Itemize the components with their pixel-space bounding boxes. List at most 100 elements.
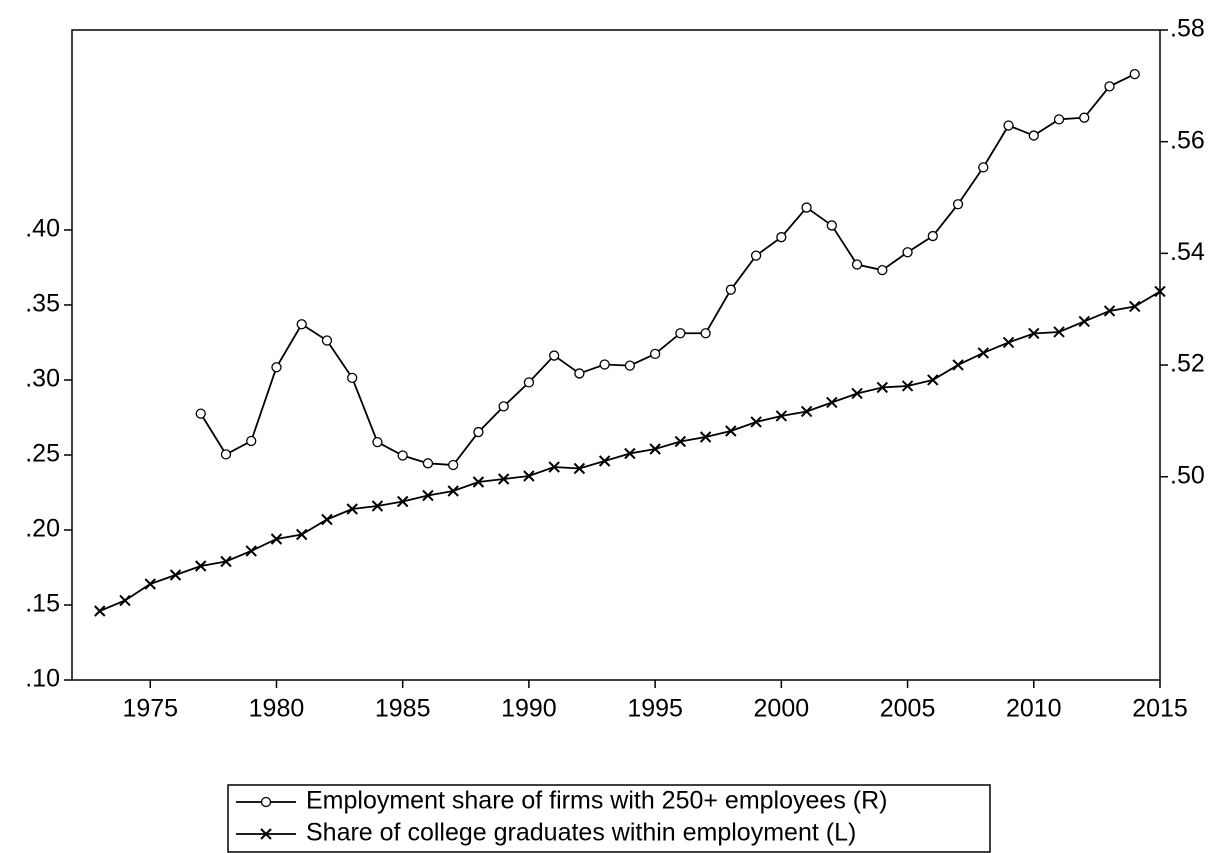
point [245, 545, 257, 557]
point [750, 250, 762, 261]
point [371, 500, 384, 512]
point [347, 372, 358, 384]
point [195, 560, 207, 572]
point [1028, 327, 1040, 340]
point [1103, 305, 1116, 317]
point-cross [952, 359, 964, 371]
point [1028, 130, 1039, 141]
point [826, 396, 838, 409]
point [220, 555, 232, 568]
point-cross [699, 431, 712, 443]
x-tick-label: 1985 [375, 695, 431, 723]
x-tick-label: 1995 [627, 695, 683, 723]
point [422, 489, 434, 502]
x-tick-label: 2010 [1006, 695, 1062, 723]
point-cross [1028, 327, 1040, 340]
point [321, 335, 333, 346]
point-cross [1078, 315, 1090, 328]
point-cross [725, 425, 737, 437]
point [119, 594, 131, 607]
point [801, 202, 812, 213]
point [523, 470, 535, 482]
point-cross [1002, 336, 1015, 349]
point [1154, 285, 1166, 298]
point-cross [826, 396, 838, 409]
y2-tick-label: .56 [1170, 126, 1205, 154]
point-cross [927, 374, 939, 386]
point-cross [876, 381, 889, 394]
point-cross [119, 594, 131, 607]
point [800, 405, 813, 418]
point [448, 459, 459, 471]
point-cross [1103, 305, 1116, 317]
y-tick-label: .35 [25, 290, 60, 318]
point [169, 569, 182, 581]
point-cross [270, 533, 283, 545]
point-cross [851, 387, 863, 400]
point-cross [750, 416, 762, 428]
y2-tick-label: .52 [1170, 350, 1205, 378]
point [497, 473, 510, 485]
point-cross [245, 545, 257, 557]
point-cross [396, 495, 409, 508]
point [1129, 300, 1141, 313]
point-cross [649, 443, 661, 455]
point [902, 247, 913, 258]
point [94, 605, 106, 617]
point [700, 328, 711, 339]
point [321, 513, 333, 526]
point [346, 503, 358, 515]
point [725, 284, 737, 295]
legend-label: Employment share of firms with 250+ empl… [306, 787, 887, 815]
point [978, 162, 989, 173]
point-cross [321, 513, 333, 526]
point [750, 416, 762, 428]
point-cross [1053, 326, 1065, 338]
point-cross [422, 489, 434, 502]
point [271, 362, 282, 373]
point [624, 447, 636, 460]
point-cross [144, 578, 156, 590]
point-cross [674, 435, 687, 448]
point [649, 348, 661, 360]
point-cross [220, 555, 232, 568]
point [952, 199, 964, 210]
point [1104, 81, 1115, 92]
point-cross [195, 560, 207, 572]
point-cross [598, 455, 611, 467]
point [624, 360, 636, 371]
point [372, 436, 383, 448]
point-cross [573, 462, 586, 475]
point [927, 374, 939, 386]
y2-tick-label: .50 [1170, 461, 1205, 489]
point [473, 426, 484, 438]
point-cross [800, 405, 813, 418]
x-tick-label: 2005 [880, 695, 936, 723]
point [220, 449, 232, 460]
point-cross [624, 447, 636, 460]
point-cross [447, 485, 459, 497]
point [1002, 336, 1015, 349]
point [775, 410, 788, 422]
point [977, 347, 990, 359]
legend-marker [260, 828, 272, 840]
point [574, 368, 585, 379]
x-tick-label: 1980 [249, 695, 305, 723]
point [725, 425, 737, 437]
point [877, 264, 888, 276]
point-cross [977, 347, 990, 359]
point [270, 533, 283, 545]
y-tick-label: .20 [25, 515, 60, 543]
point-cross [548, 461, 560, 473]
point [1053, 326, 1065, 338]
point [296, 528, 308, 541]
point [901, 380, 914, 392]
point-cross [169, 569, 182, 581]
point [195, 408, 206, 419]
point [573, 462, 586, 475]
point [876, 381, 889, 394]
point-cross [346, 503, 358, 515]
point [599, 359, 610, 370]
y-tick-label: .25 [25, 440, 60, 468]
